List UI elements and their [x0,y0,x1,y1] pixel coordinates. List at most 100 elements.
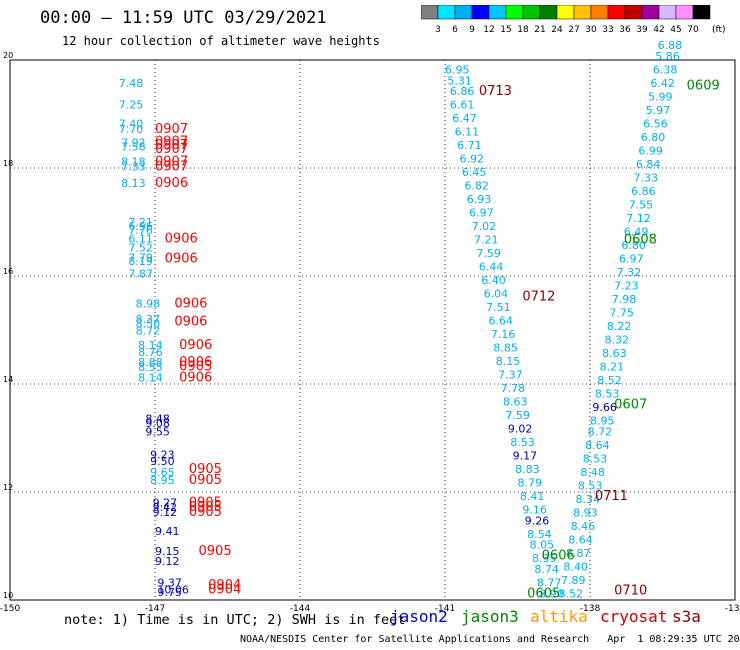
swh-value-label: 7.87 [128,268,153,281]
time-label: 0608 [624,233,657,248]
time-label: 0905 [189,473,222,488]
x-tick-label: -144 [290,604,311,614]
swh-value-label: 9.65 [150,466,175,479]
swh-value-label: 6.96 [128,220,153,233]
swh-value-label: 6.93 [467,193,492,206]
swh-value-label: 7.21 [474,234,499,247]
swh-value-label: 7.98 [612,293,637,306]
swh-value-label: 9.23 [150,449,175,462]
swh-value-label: 8.48 [580,466,605,479]
swh-value-label: 8.34 [576,493,601,506]
x-tick-label: -150 [0,604,20,614]
time-label: 0905 [189,500,222,515]
swh-value-label: 7.59 [505,409,529,422]
swh-value-label: 6.97 [619,253,644,266]
swh-value-label: 8.53 [595,388,620,401]
time-label: 0906 [179,338,212,353]
swh-value-label: 7.76 [128,224,153,237]
time-label: 0713 [479,84,512,99]
swh-value-label: 9.12 [153,506,178,519]
y-tick-label: 14 [3,375,13,384]
swh-value-label: 10.06 [157,584,189,597]
swh-value-label: 6.84 [636,158,661,171]
swh-value-label: 7.37 [498,369,522,382]
swh-value-label: 8.53 [583,452,608,465]
legend-jason2: jason2 [390,607,448,626]
x-tick-label: -147 [145,604,165,614]
swh-value-label: 7.58 [121,141,145,154]
swh-value-label: 6.11 [128,233,153,246]
swh-value-label: 8.37 [136,313,161,326]
swh-value-label: 8.95 [150,474,175,487]
swh-value-label: 8.53 [578,479,603,492]
time-label: 0905 [179,360,212,375]
swh-value-label: 8.14 [138,371,163,384]
swh-value-label: 8.22 [607,320,632,333]
time-label: 0607 [614,397,647,412]
swh-value-label: 8.15 [496,355,521,368]
swh-value-label: 5.86 [655,50,680,63]
swh-value-label: 7.55 [629,199,654,212]
swh-value-label: 9.08 [145,417,170,430]
swh-value-label: 8.98 [136,297,161,310]
swh-value-label: 7.32 [617,266,642,279]
swh-value-label: 8.40 [563,560,588,573]
swh-value-label: 7.12 [626,212,651,225]
scale-label: 27 [568,25,579,35]
time-label: 0907 [155,160,188,175]
time-label: 0907 [155,142,188,157]
time-label: 0906 [179,355,212,370]
swh-value-label: 9.12 [155,555,180,568]
time-label: 0905 [189,505,222,520]
swh-value-label: 5.99 [648,91,673,104]
swh-value-label: 7.79 [128,251,153,264]
legend-cryosat: cryosat [600,607,668,626]
swh-value-label: 6.44 [479,261,504,274]
scale-label: 70 [687,25,699,35]
swh-value-label: 6.47 [452,112,477,125]
scale-label: 30 [585,25,597,35]
swh-value-label: 7.40 [119,118,144,131]
scale-label: 12 [483,25,494,35]
scale-label: 6 [452,25,458,35]
chart-title: 00:00 – 11:59 UTC 03/29/2021 [40,8,327,28]
time-label: 0906 [174,315,207,330]
time-label: 0605 [527,586,560,601]
swh-value-label: 6.42 [650,77,675,90]
swh-value-label: 7.59 [476,247,501,260]
swh-value-label: 7.02 [472,220,497,233]
time-label: 0907 [155,122,188,137]
footer-note: note: 1) Time is in UTC; 2) SWH is in fe… [64,612,406,628]
scale-label: 18 [517,25,529,35]
swh-value-label: 8.32 [605,334,630,347]
swh-value-label: 6.86 [631,185,656,198]
swh-value-label: 8.35 [532,552,557,565]
swh-value-label: 9.55 [145,425,170,438]
swh-value-label: 9.75 [157,586,182,599]
time-label: 0711 [595,489,628,504]
y-tick-label: 18 [3,159,13,168]
swh-value-label: 8.90 [539,587,564,600]
time-label: 0905 [199,544,232,559]
swh-value-label: 9.37 [157,577,182,590]
swh-value-label: 6.61 [450,99,475,112]
swh-value-label: 8.05 [530,539,555,552]
swh-value-label: 9.26 [525,514,550,527]
time-label: 0609 [687,79,720,94]
swh-value-label: 7.25 [119,99,144,112]
time-label: 0905 [189,462,222,477]
swh-value-label: 8.21 [600,361,625,374]
swh-value-label: 6.11 [455,126,480,139]
swh-value-label: 8.79 [518,477,543,490]
scale-label: 33 [602,25,613,35]
swh-value-label: 8.50 [136,317,161,330]
time-label: 0606 [542,549,575,564]
time-label: 0906 [165,252,198,267]
swh-value-label: 9.16 [522,504,547,517]
x-tick-label: -141 [435,604,455,614]
swh-value-label: 9.41 [155,525,180,538]
swh-value-label: 7.16 [491,328,515,341]
swh-value-label: 8.74 [534,563,559,576]
y-tick-label: 12 [3,483,13,492]
